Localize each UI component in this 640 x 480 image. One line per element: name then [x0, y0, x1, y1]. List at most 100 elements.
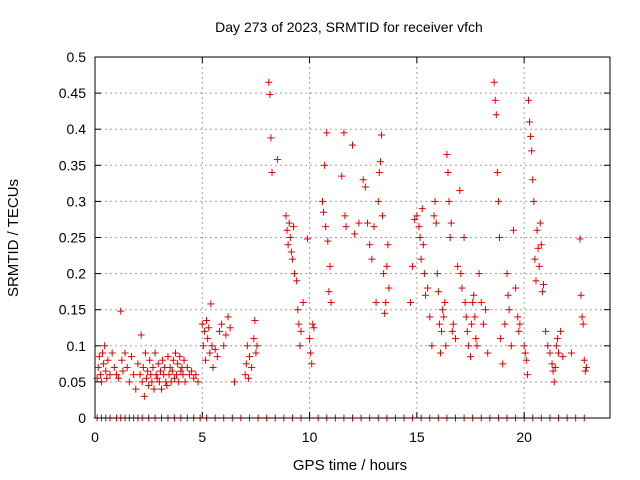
data-point	[501, 320, 509, 328]
data-point	[439, 306, 447, 314]
data-point	[287, 248, 295, 256]
data-point	[118, 356, 126, 364]
data-point	[207, 300, 215, 308]
data-point	[576, 235, 584, 243]
data-point	[215, 327, 223, 335]
data-point	[149, 363, 157, 371]
data-point	[419, 241, 427, 249]
data-point	[514, 313, 522, 321]
data-point	[456, 187, 464, 195]
data-point	[175, 378, 183, 386]
data-point	[96, 371, 104, 379]
data-point	[144, 367, 152, 375]
data-point	[251, 317, 259, 325]
data-point	[580, 356, 588, 364]
data-point	[137, 331, 145, 339]
data-point	[192, 371, 200, 379]
data-point	[181, 378, 189, 386]
data-point	[531, 255, 539, 263]
data-point	[384, 241, 392, 249]
data-point	[308, 360, 316, 368]
data-point	[268, 169, 276, 177]
data-point	[555, 349, 562, 357]
y-tick-label: 0	[78, 410, 86, 426]
y-tick-labels: 0 0.05 0.1 0.15 0.2 0.25 0.3 0.35 0.4 0.45 0.5	[59, 49, 86, 426]
data-point	[470, 291, 478, 299]
x-tick-label: 15	[409, 429, 425, 445]
data-point	[303, 235, 311, 243]
data-point	[546, 349, 554, 357]
data-point	[409, 262, 417, 270]
data-point	[170, 374, 178, 382]
data-point	[497, 335, 505, 343]
data-point	[463, 327, 471, 335]
data-point	[494, 197, 502, 205]
data-point	[550, 378, 558, 386]
data-point	[523, 371, 531, 379]
data-point	[252, 349, 260, 357]
data-point	[505, 306, 513, 314]
data-point	[250, 335, 258, 343]
data-point	[368, 255, 376, 263]
data-point	[289, 223, 297, 231]
data-point	[138, 378, 146, 386]
data-point	[534, 244, 542, 252]
data-point	[165, 371, 173, 379]
data-point	[154, 360, 162, 368]
data-point	[285, 219, 293, 227]
data-point	[139, 363, 147, 371]
data-point	[509, 226, 517, 234]
data-point	[209, 363, 217, 371]
data-point	[461, 298, 469, 306]
data-point	[321, 161, 329, 169]
data-point	[530, 197, 538, 205]
data-point	[155, 378, 163, 386]
data-point	[458, 284, 466, 292]
data-point	[376, 158, 384, 166]
data-point	[549, 367, 557, 375]
data-point	[211, 345, 219, 353]
data-point	[323, 129, 331, 137]
data-point	[242, 360, 250, 368]
data-point	[164, 353, 172, 361]
data-point	[200, 327, 208, 335]
data-point	[359, 176, 367, 184]
data-point	[526, 118, 534, 126]
data-point	[121, 349, 129, 357]
data-point	[173, 371, 181, 379]
y-tick-label: 0.05	[59, 374, 86, 390]
data-point	[101, 342, 109, 350]
data-point	[536, 219, 544, 227]
y-tick-label: 0.5	[67, 49, 87, 65]
data-point	[108, 349, 116, 357]
data-point	[495, 234, 503, 241]
data-point	[529, 176, 537, 184]
data-point	[224, 313, 232, 321]
data-point	[446, 234, 454, 241]
data-point	[413, 212, 421, 220]
data-point	[462, 313, 470, 321]
data-point	[537, 241, 545, 249]
data-point	[156, 367, 164, 375]
data-point	[578, 313, 586, 321]
data-point	[484, 349, 492, 357]
data-point	[295, 320, 303, 328]
data-point	[174, 360, 182, 368]
data-point	[522, 356, 530, 364]
data-point	[532, 277, 540, 285]
data-point	[241, 371, 249, 379]
data-point	[220, 342, 228, 350]
y-tick-label: 0.15	[59, 302, 86, 318]
data-point	[444, 169, 452, 177]
data-point	[112, 371, 120, 379]
data-point	[102, 367, 110, 375]
data-point	[288, 255, 296, 263]
data-point	[265, 78, 273, 86]
data-point	[95, 353, 103, 361]
data-point	[158, 385, 166, 393]
y-tick-label: 0.2	[67, 266, 87, 282]
data-point	[284, 241, 292, 249]
data-point	[420, 270, 428, 278]
data-point	[253, 342, 261, 350]
data-point	[176, 353, 184, 361]
